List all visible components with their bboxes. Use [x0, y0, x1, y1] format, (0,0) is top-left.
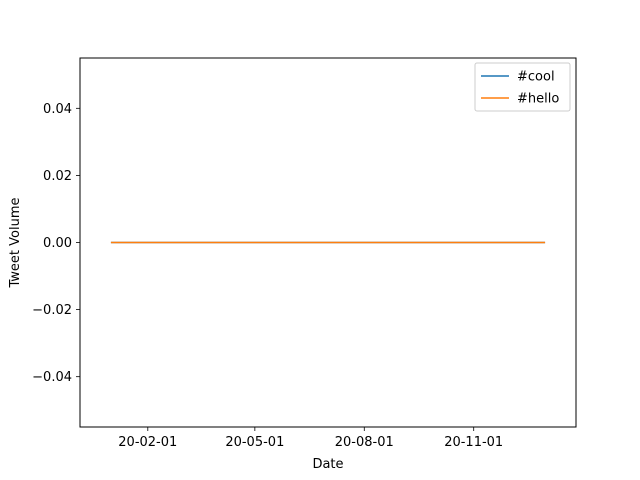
legend: #cool #hello	[474, 62, 571, 112]
x-tick-label-3: 20-11-01	[444, 435, 503, 450]
y-axis-label: Tweet Volume	[8, 198, 23, 289]
y-tick-label-3: −0.02	[32, 303, 72, 318]
x-tick-label-0: 20-02-01	[118, 435, 177, 450]
legend-label-1: #hello	[517, 92, 559, 107]
y-tick-label-4: −0.04	[32, 370, 72, 385]
y-axis-ticks: 0.04 0.02 0.00 −0.02 −0.04	[32, 102, 80, 385]
y-tick-label-2: 0.00	[43, 236, 72, 251]
x-axis-ticks: 20-02-01 20-05-01 20-08-01 20-11-01	[118, 427, 503, 450]
x-axis-label: Date	[312, 457, 343, 472]
x-tick-label-2: 20-08-01	[335, 435, 394, 450]
y-tick-label-1: 0.02	[43, 169, 72, 184]
legend-box	[474, 62, 571, 112]
x-tick-label-1: 20-05-01	[225, 435, 284, 450]
legend-label-0: #cool	[517, 70, 555, 85]
y-tick-label-0: 0.04	[43, 102, 72, 117]
